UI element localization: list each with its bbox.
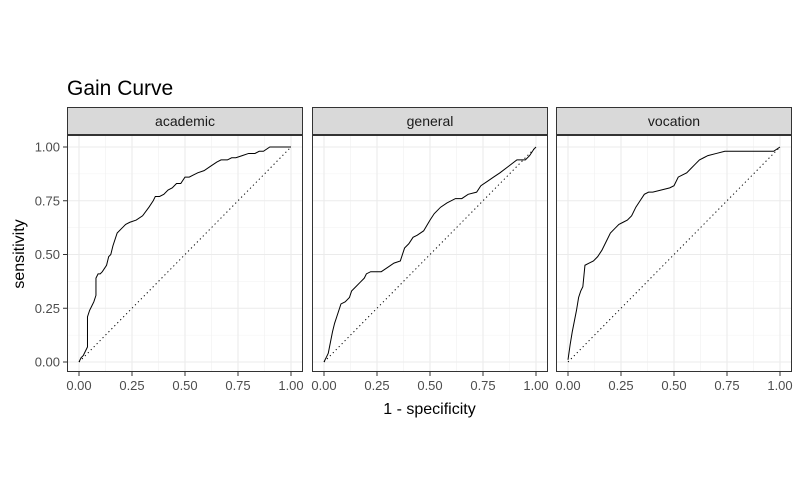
- gain-curve-line-academic: [78, 146, 291, 363]
- x-tick-label: 0.00: [555, 378, 580, 393]
- x-tick-label: 0.75: [470, 378, 495, 393]
- chart-title: Gain Curve: [67, 77, 173, 100]
- x-tick-label: 0.75: [225, 378, 250, 393]
- facet-panel-vocation: vocation 0.00 0.25 0.50 0.75 1.00: [555, 107, 793, 393]
- facet-panel-general: general 0.00 0.25 0.50 0.75 1.00: [311, 107, 549, 393]
- x-tick-label: 1.00: [523, 378, 548, 393]
- y-tick-label: 0.75: [35, 193, 60, 208]
- facet-strip-label: general: [407, 113, 454, 129]
- y-tick-label: 0.50: [35, 247, 60, 262]
- x-tick-label: 0.25: [119, 378, 144, 393]
- panel-border: [556, 135, 792, 372]
- y-tick-label: 0.00: [35, 355, 60, 370]
- facet-strip: [556, 107, 792, 135]
- facet-strip-label: vocation: [648, 113, 700, 129]
- x-tick-label: 0.75: [714, 378, 739, 393]
- panel-border: [67, 135, 303, 372]
- facet-panel-academic: academic 0.00 0.25 0.50 0.75 1.00 0.00 0.25 0.50…: [35, 107, 304, 393]
- x-tick-label: 0.50: [417, 378, 442, 393]
- facet-panels: academic 0.00 0.25 0.50 0.75 1.00 0.00 0.25 0.50…: [35, 107, 793, 393]
- x-tick-label: 0.00: [66, 378, 91, 393]
- gain-curve-line-general: [323, 146, 537, 363]
- x-tick-label: 0.50: [172, 378, 197, 393]
- x-tick-label: 0.00: [311, 378, 336, 393]
- x-tick-label: 0.25: [364, 378, 389, 393]
- x-axis-title: 1 - specificity: [383, 401, 475, 418]
- x-tick-label: 0.25: [608, 378, 633, 393]
- y-axis-title: sensitivity: [11, 219, 28, 288]
- gain-curve-line-vocation: [567, 146, 781, 360]
- facet-strip: [67, 107, 303, 135]
- facet-strip: [312, 107, 548, 135]
- panel-border: [312, 135, 548, 372]
- facet-strip-label: academic: [155, 113, 215, 129]
- x-tick-label: 1.00: [278, 378, 303, 393]
- x-tick-label: 1.00: [767, 378, 792, 393]
- y-tick-label: 0.25: [35, 301, 60, 316]
- x-tick-label: 0.50: [661, 378, 686, 393]
- y-tick-label: 1.00: [35, 140, 60, 155]
